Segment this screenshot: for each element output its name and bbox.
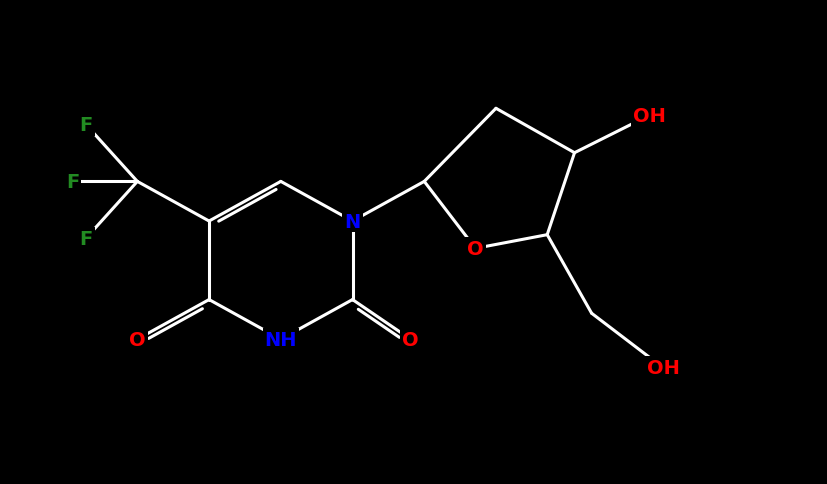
Text: F: F: [79, 116, 93, 135]
Text: OH: OH: [633, 106, 665, 125]
Text: F: F: [79, 229, 93, 248]
Text: OH: OH: [646, 359, 679, 378]
Text: O: O: [129, 330, 146, 349]
Text: O: O: [402, 330, 418, 349]
Text: N: N: [344, 212, 361, 231]
Text: O: O: [466, 239, 483, 258]
Text: NH: NH: [264, 330, 297, 349]
Text: F: F: [65, 172, 79, 192]
